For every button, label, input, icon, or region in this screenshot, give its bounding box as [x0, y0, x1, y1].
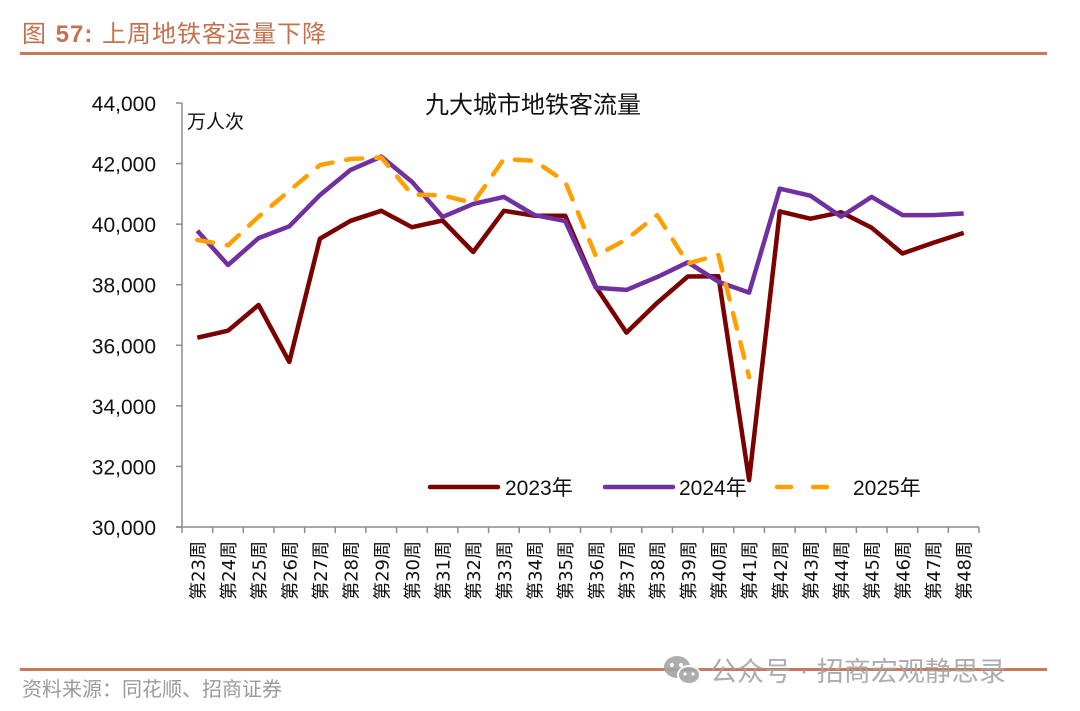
- watermark: 公众号 · 招商宏观静思录: [662, 650, 1006, 689]
- x-tick-label: 第36周: [587, 541, 608, 600]
- y-tick-label: 34,000: [92, 396, 156, 419]
- x-tick-label: 第38周: [648, 541, 669, 600]
- y-tick-label: 38,000: [92, 275, 156, 298]
- x-tick-label: 第30周: [403, 541, 424, 600]
- x-tick-label: 第42周: [771, 541, 792, 600]
- figure-caption: 图 57: 上周地铁客运量下降: [22, 14, 327, 49]
- series-line: [195, 154, 964, 295]
- y-tick-label: 30,000: [92, 517, 156, 540]
- y-tick-label: 36,000: [92, 335, 156, 358]
- x-tick-label: 第23周: [188, 541, 209, 600]
- x-tick-label: 第48周: [955, 541, 976, 600]
- legend-label: 2023年: [505, 477, 573, 500]
- x-tick-label: 第33周: [495, 541, 516, 600]
- x-tick-label: 第29周: [372, 541, 393, 600]
- watermark-text: 公众号 · 招商宏观静思录: [710, 657, 1006, 688]
- x-tick-label: 第28周: [342, 541, 363, 600]
- legend: 2023年 2024年 2025年: [427, 477, 921, 500]
- x-tick-label: 第39周: [679, 541, 700, 600]
- x-tick-label: 第25周: [250, 541, 271, 600]
- x-tick-label: 第35周: [556, 541, 577, 600]
- x-tick-label: 第41周: [740, 541, 761, 600]
- figure-number: 57:: [55, 21, 94, 48]
- figure-label: 图: [22, 20, 56, 48]
- x-tick-label: 第27周: [311, 541, 332, 600]
- x-tick-label: 第26周: [280, 541, 301, 600]
- series-line: [195, 155, 752, 380]
- x-tick-label: 第32周: [464, 541, 485, 600]
- legend-item: 2024年: [602, 477, 747, 500]
- x-tick-label: 第24周: [219, 541, 240, 600]
- legend-item: 2025年: [774, 477, 921, 500]
- x-tick-label: 第34周: [526, 541, 547, 600]
- series-2025年: [195, 155, 752, 380]
- figure-title: 上周地铁客运量下降: [93, 20, 327, 48]
- y-tick-label: 40,000: [92, 214, 156, 237]
- x-tick-label: 第47周: [924, 541, 945, 600]
- y-tick-label: 42,000: [92, 154, 156, 177]
- source-note: 资料来源：同花顺、招商证券: [22, 677, 282, 701]
- y-tick-label: 32,000: [92, 456, 156, 479]
- legend-label: 2025年: [853, 477, 921, 500]
- y-axis-unit-label: 万人次: [187, 111, 244, 133]
- footer-divider: [20, 668, 1047, 671]
- x-tick-label: 第44周: [832, 541, 853, 600]
- x-tick-label: 第45周: [863, 541, 884, 600]
- x-tick-label: 第40周: [709, 541, 730, 600]
- series-layer: [195, 154, 965, 483]
- x-tick-label: 第43周: [801, 541, 822, 600]
- wechat-icon: [662, 654, 702, 686]
- x-tick-label: 第31周: [434, 541, 455, 600]
- legend-label: 2024年: [679, 477, 747, 500]
- x-tick-label: 第46周: [893, 541, 914, 600]
- y-tick-label: 44,000: [92, 93, 156, 116]
- legend-item: 2023年: [427, 477, 573, 500]
- chart-title: 九大城市地铁客流量: [425, 91, 641, 119]
- header-divider: [20, 52, 1047, 55]
- axes: 30,000 32,000 34,000 36,000 38,000 40,000 42,0…: [92, 93, 980, 600]
- x-tick-label: 第37周: [617, 541, 638, 600]
